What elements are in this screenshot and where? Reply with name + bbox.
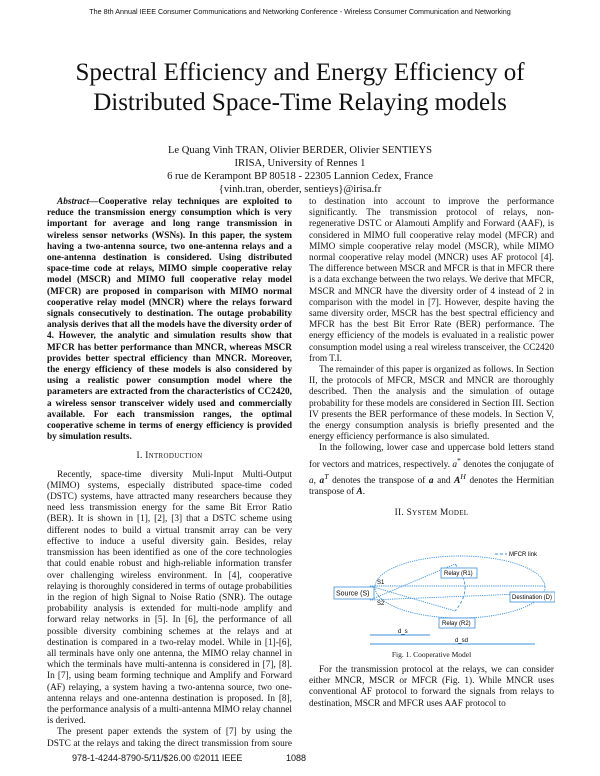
cooperative-model-figure: MFCR link Relay (R1) Relay (R2) Source (… (333, 552, 555, 645)
destination-label: Destination (D) (512, 595, 552, 601)
intro-paragraph-3: The remainder of this paper is organized… (309, 365, 554, 443)
page-number: 1088 (286, 753, 307, 763)
author-affiliation: IRISA, University of Rennes 1 (234, 158, 366, 169)
paper-title: Spectral Efficiency and Energy Efficienc… (40, 58, 560, 118)
author-block: Le Quang Vinh TRAN, Olivier BERDER, Oliv… (100, 144, 500, 196)
abstract-label: Abstract (57, 197, 90, 207)
system-paragraph-1: For the transmission protocol at the rel… (309, 665, 554, 709)
distance-short-label: d_s (398, 629, 408, 635)
antenna-s2-label: S2 (377, 601, 385, 607)
author-address: 6 rue de Kerampont BP 80518 - 22305 Lann… (167, 171, 433, 182)
title-line-1: Spectral Efficiency and Energy Efficienc… (75, 59, 525, 86)
intro-paragraph-2-start: The present paper extends the system of … (47, 727, 292, 749)
distance-long-label: d_sd (455, 638, 468, 644)
intro-paragraph-2-cont: The present paper extends the system of … (309, 197, 554, 365)
section-heading-introduction: I. Introduction (136, 451, 203, 462)
legend-mfcr-link: MFCR link (509, 552, 538, 558)
antenna-s1-label: S1 (377, 580, 385, 586)
abstract: Abstract—Cooperative relay techniques ar… (47, 197, 292, 443)
source-label: Source (S) (336, 591, 369, 598)
relay-2-label: Relay (R2) (442, 621, 471, 627)
left-column: Abstract—Cooperative relay techniques ar… (47, 197, 292, 750)
section-heading-system-model: II. System Model (394, 508, 469, 519)
right-column-bottom: For the transmission protocol at the rel… (309, 665, 554, 710)
intro-paragraph-2-text: The present paper extends the system of … (309, 197, 554, 364)
author-names: Le Quang Vinh TRAN, Olivier BERDER, Oliv… (167, 145, 433, 156)
title-line-2: Distributed Space-Time Relaying models (93, 89, 507, 116)
figure-caption: Fig. 1. Cooperative Model (391, 650, 472, 659)
outer-link-ellipse (374, 555, 546, 619)
right-column: The present paper extends the system of … (309, 197, 554, 527)
intro-paragraph-1: Recently, space-time diversity Muli-Inpu… (47, 469, 292, 727)
mfcr-link (454, 563, 466, 612)
conference-header: The 8th Annual IEEE Consumer Communicati… (89, 7, 511, 16)
abstract-text: —Cooperative relay techniques are exploi… (47, 197, 292, 443)
footer-isbn: 978-1-4244-8790-5/11/$26.00 ©2011 IEEE (72, 753, 243, 763)
intro-paragraph-4: In the following, lower case and upperca… (309, 443, 554, 498)
relay-1-label: Relay (R1) (444, 571, 473, 577)
author-email: {vinh.tran, oberder, sentieys}@irisa.fr (218, 184, 382, 195)
link-s1-r2 (369, 585, 456, 612)
